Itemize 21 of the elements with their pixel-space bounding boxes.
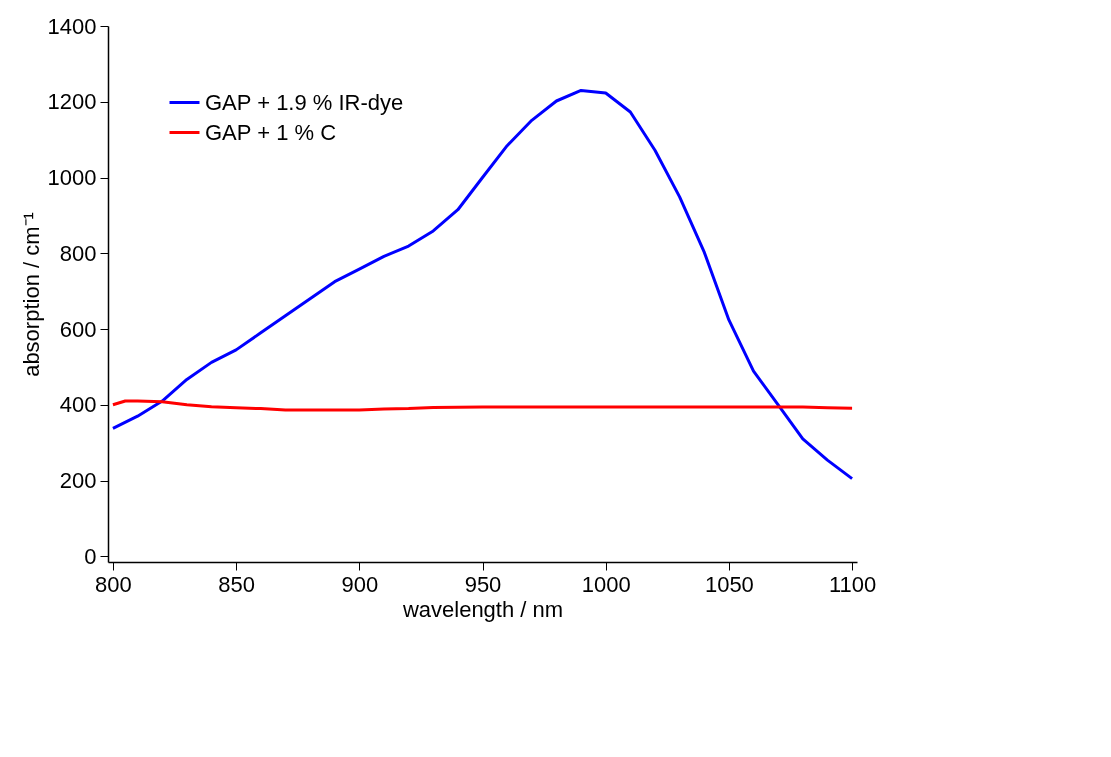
y-tick-label: 800: [59, 240, 97, 266]
x-tick-label: 1100: [828, 571, 877, 597]
x-tick-label: 1000: [581, 571, 631, 597]
y-tick-label: 600: [59, 316, 97, 342]
x-tick-label: 800: [95, 571, 132, 597]
y-tick-label: 400: [59, 392, 97, 418]
y-tick-label: 0: [84, 543, 97, 569]
y-axis-title: absorption / cm⁻¹: [18, 212, 44, 377]
x-tick-label: 850: [218, 571, 255, 597]
legend-label: GAP + 1 % C: [205, 119, 337, 145]
x-axis-title: wavelength / nm: [401, 596, 564, 622]
y-tick-label: 1400: [47, 13, 97, 39]
x-tick-label: 950: [464, 571, 502, 597]
x-tick-label: 900: [341, 571, 379, 597]
y-tick-label: 1000: [47, 165, 97, 191]
x-tick-label: 1050: [704, 571, 754, 597]
legend-label: GAP + 1.9 % IR-dye: [205, 89, 404, 115]
y-tick-label: 200: [59, 468, 97, 494]
y-tick-label: 1200: [47, 89, 97, 115]
line-series: [111, 88, 854, 481]
line-series: [111, 399, 854, 412]
